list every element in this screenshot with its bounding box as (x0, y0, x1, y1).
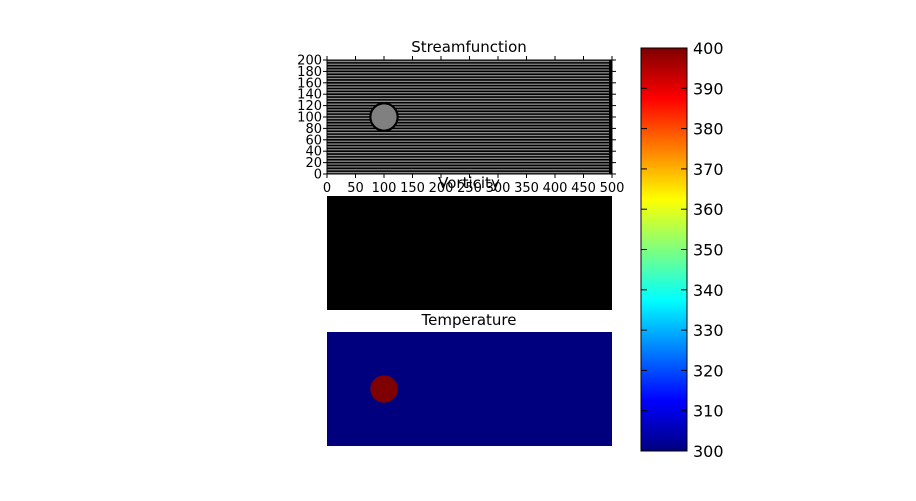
y-tick-label: 200 (297, 54, 322, 69)
colorbar-tick-label: 380 (693, 120, 724, 139)
y-tick-label: 0 (314, 168, 322, 183)
y-tick-label: 160 (297, 76, 322, 91)
colorbar-gradient (640, 47, 688, 452)
colorbar-tick-label: 320 (693, 361, 724, 380)
y-tick-label: 20 (305, 156, 322, 171)
x-tick-label: 0 (323, 181, 331, 196)
colorbar-tick-label: 390 (693, 79, 724, 98)
x-tick-label: 50 (347, 181, 364, 196)
x-tick-label: 200 (429, 181, 454, 196)
x-tick-label: 400 (543, 181, 568, 196)
x-tick-label: 350 (514, 181, 539, 196)
x-tick-label: 500 (600, 181, 625, 196)
vorticity-field (327, 196, 612, 310)
temperature-field (327, 332, 612, 446)
y-tick-label: 180 (297, 65, 322, 80)
x-tick-label: 250 (457, 181, 482, 196)
streamfunction-panel: Streamfunction 0 50 100 150 200 250 300 350 400 4… (297, 38, 624, 196)
colorbar-tick-label: 300 (693, 442, 724, 461)
y-tick-label: 40 (305, 145, 322, 160)
vorticity-panel: Vorticity (327, 174, 612, 310)
y-tick-label: 100 (297, 111, 322, 126)
colorbar-tick-label: 350 (693, 241, 724, 260)
temperature-panel: Temperature (327, 311, 612, 446)
x-tick-label: 100 (372, 181, 397, 196)
y-tick-label: 120 (297, 99, 322, 114)
y-tick-label: 60 (305, 133, 322, 148)
streamfunction-right-edge (609, 60, 612, 174)
colorbar-tick-label: 360 (693, 200, 724, 219)
colorbar: 300 310 320 330 340 350 360 370 380 390 400 (640, 39, 724, 461)
streamfunction-contours (327, 60, 612, 174)
y-tick-label: 140 (297, 88, 322, 103)
streamfunction-title: Streamfunction (411, 38, 527, 56)
colorbar-ticks: 300 310 320 330 340 350 360 370 380 390 400 (641, 39, 724, 461)
colorbar-tick-label: 370 (693, 160, 724, 179)
colorbar-tick-label: 400 (693, 39, 724, 58)
x-tick-label: 150 (400, 181, 425, 196)
temperature-hot-spot (370, 375, 398, 403)
y-tick-label: 80 (305, 122, 322, 137)
streamfunction-obstacle (369, 102, 399, 132)
x-tick-label: 450 (571, 181, 596, 196)
x-tick-label: 300 (486, 181, 511, 196)
vorticity-title: Vorticity (438, 174, 500, 192)
colorbar-tick-label: 310 (693, 402, 724, 421)
colorbar-tick-label: 330 (693, 321, 724, 340)
temperature-obstacle (370, 375, 398, 403)
obstacle-circle (369, 102, 399, 132)
streamfunction-x-axis: 0 50 100 150 200 250 300 350 400 450 500 (323, 56, 625, 196)
temperature-title: Temperature (420, 311, 516, 329)
colorbar-tick-label: 340 (693, 281, 724, 300)
